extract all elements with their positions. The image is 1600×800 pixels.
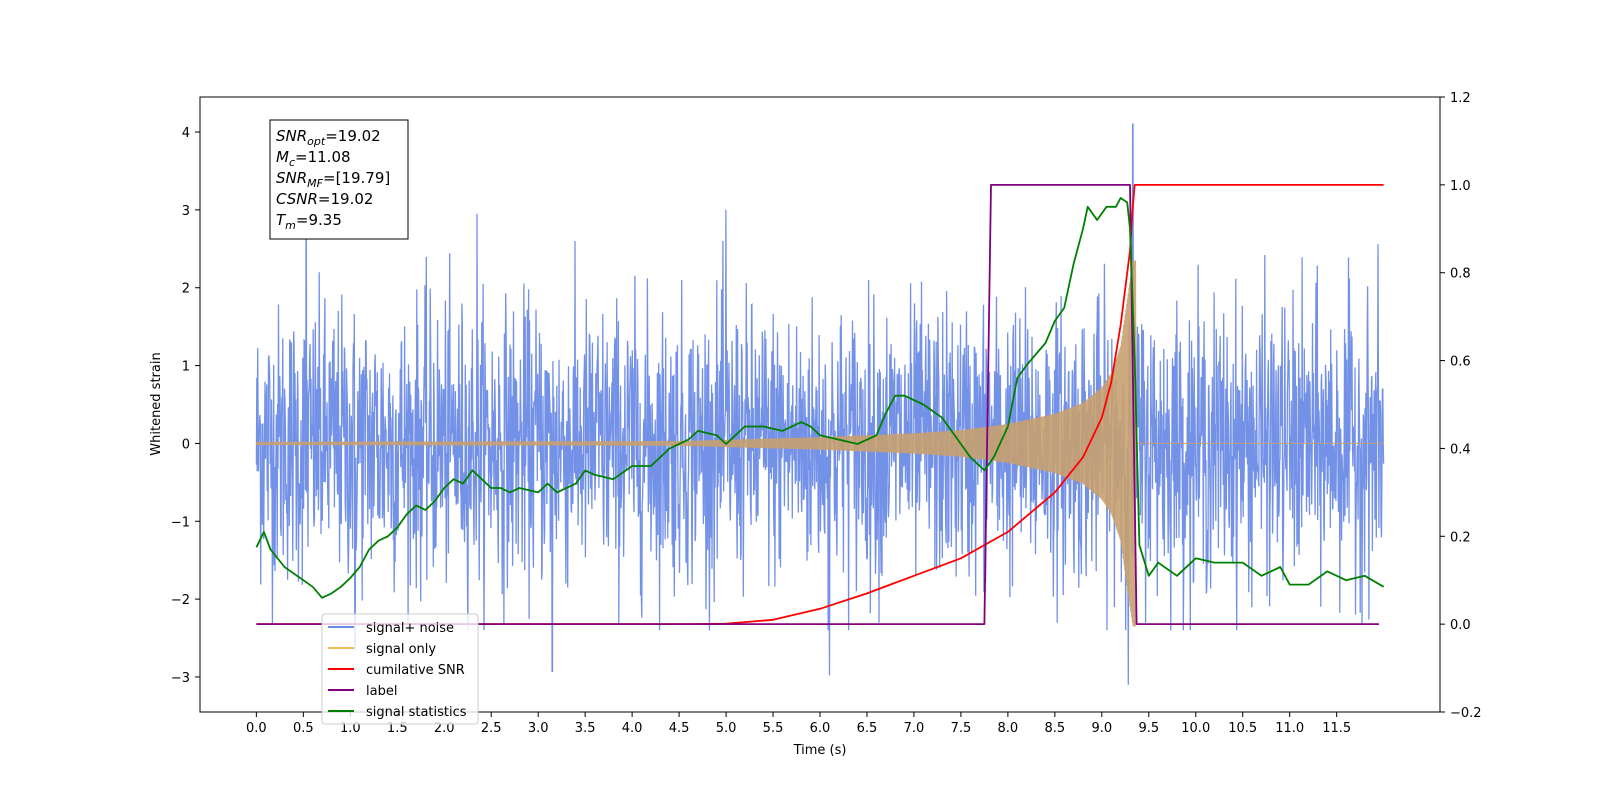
x-tick-label: 2.0 bbox=[434, 721, 455, 736]
info-box-frame bbox=[269, 119, 409, 240]
x-tick-label: 0.5 bbox=[293, 721, 314, 736]
y2-tick-label: −0.2 bbox=[1450, 706, 1482, 721]
info-box: SNRopt=19.02Mc=11.08SNRMF=[19.79]CSNR=19… bbox=[269, 119, 409, 240]
x-tick-label: 0.0 bbox=[246, 721, 267, 736]
y-tick-label: 2 bbox=[182, 282, 190, 297]
y2-tick-label: 1.2 bbox=[1450, 91, 1471, 106]
series-line-signal-statistics bbox=[255, 197, 1385, 599]
x-tick-label: 8.5 bbox=[1045, 721, 1066, 736]
x-tick-label: 1.0 bbox=[340, 721, 361, 736]
x-tick-label: 3.0 bbox=[528, 721, 549, 736]
legend: signal+ noise signal only cumilative SNR la… bbox=[321, 613, 479, 725]
x-tick-label: 10.0 bbox=[1181, 721, 1210, 736]
info-box-line: Mc=11.08 bbox=[276, 148, 351, 169]
y2-tick-label: 0.4 bbox=[1450, 442, 1471, 457]
x-axis: 0.0 0.5 1.0 1.5 2.0 2.5 3.0 3.5 4.0 4.5 5.0 5.5 6.0 6… bbox=[246, 712, 1351, 736]
legend-label: signal+ noise bbox=[366, 621, 454, 636]
y2-tick-label: 0.0 bbox=[1450, 618, 1471, 633]
y-tick-label: 0 bbox=[182, 437, 190, 452]
x-tick-label: 10.5 bbox=[1228, 721, 1257, 736]
y-tick-label: 4 bbox=[182, 126, 190, 141]
x-tick-label: 3.5 bbox=[575, 721, 596, 736]
y-axis-left: −3 −2 −1 0 1 2 3 4 bbox=[171, 126, 200, 686]
y-tick-label: −3 bbox=[171, 671, 190, 686]
series-line-signal-only bbox=[255, 260, 1384, 627]
x-tick-label: 9.0 bbox=[1091, 721, 1112, 736]
info-box-line: Tm=9.35 bbox=[276, 211, 342, 232]
info-box-line: CSNR=19.02 bbox=[276, 190, 373, 208]
x-axis-label: Time (s) bbox=[793, 743, 847, 758]
y-tick-label: 1 bbox=[182, 360, 190, 375]
y-tick-label: 3 bbox=[182, 204, 190, 219]
x-tick-label: 11.5 bbox=[1322, 721, 1351, 736]
x-tick-label: 6.5 bbox=[857, 721, 878, 736]
y2-tick-label: 0.8 bbox=[1450, 267, 1471, 282]
x-tick-label: 5.5 bbox=[763, 721, 784, 736]
y-tick-label: −2 bbox=[171, 593, 190, 608]
plot-area bbox=[255, 123, 1385, 685]
x-tick-label: 7.0 bbox=[904, 721, 925, 736]
x-tick-label: 5.0 bbox=[716, 721, 737, 736]
legend-label: cumilative SNR bbox=[366, 663, 465, 678]
x-tick-label: 2.5 bbox=[481, 721, 502, 736]
series-line-signal-noise bbox=[255, 123, 1385, 685]
info-box-line: SNRopt=19.02 bbox=[276, 127, 381, 148]
y2-tick-label: 0.6 bbox=[1450, 355, 1471, 370]
legend-label: signal only bbox=[366, 642, 436, 657]
y-axis-label: Whitened strain bbox=[149, 352, 164, 455]
x-tick-label: 7.5 bbox=[951, 721, 972, 736]
x-tick-label: 4.5 bbox=[669, 721, 690, 736]
x-tick-label: 4.0 bbox=[622, 721, 643, 736]
x-tick-label: 11.0 bbox=[1275, 721, 1304, 736]
x-tick-label: 6.0 bbox=[810, 721, 831, 736]
y2-tick-label: 1.0 bbox=[1450, 179, 1471, 194]
x-tick-label: 1.5 bbox=[387, 721, 408, 736]
legend-label: signal statistics bbox=[366, 705, 467, 720]
y-axis-right: −0.2 0.0 0.2 0.4 0.6 0.8 1.0 1.2 bbox=[1440, 91, 1482, 721]
legend-frame bbox=[321, 613, 479, 725]
y-tick-label: −1 bbox=[171, 515, 190, 530]
legend-label: label bbox=[366, 684, 397, 699]
info-box-line: SNRMF=[19.79] bbox=[276, 169, 390, 190]
series-line-label bbox=[256, 184, 1379, 625]
x-tick-label: 9.5 bbox=[1138, 721, 1159, 736]
x-tick-label: 8.0 bbox=[998, 721, 1019, 736]
y2-tick-label: 0.2 bbox=[1450, 530, 1471, 545]
